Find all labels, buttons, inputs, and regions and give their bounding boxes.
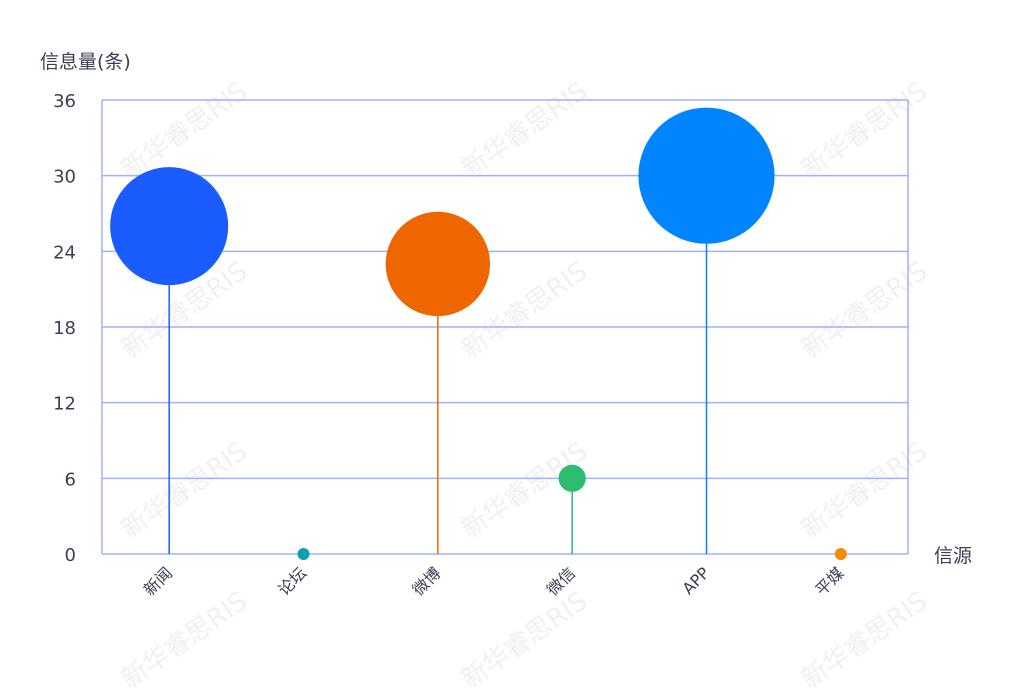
x-tick-label: APP [679,563,714,598]
y-tick-label: 6 [65,469,76,490]
y-tick-label: 0 [65,545,76,566]
y-tick-label: 30 [53,167,76,188]
x-axis-label: 信源 [934,545,972,567]
y-axis-label: 信息量(条) [40,51,131,73]
lollipop-bubble [385,211,491,317]
y-tick-label: 12 [53,394,76,415]
x-tick-label: 新闻 [140,563,176,599]
x-tick-label: 平媒 [812,563,848,599]
lollipop-chart: 信息量(条) 信源 0 6 12 18 24 30 36 新闻 论坛 微博 微信 APP 平媒 [40,51,972,599]
lollipop-bubble [638,107,775,244]
y-tick-label: 18 [53,318,76,339]
y-tick-label: 24 [53,242,76,263]
y-tick-label: 36 [53,91,76,112]
x-tick-label: 微信 [543,563,579,599]
lollipop-bubble [834,548,847,560]
x-tick-label: 微博 [409,563,445,599]
lollipop-bubble [110,167,229,286]
lollipop-bubble [558,464,586,492]
lollipop-bubble [297,548,310,560]
x-tick-label: 论坛 [274,563,310,599]
